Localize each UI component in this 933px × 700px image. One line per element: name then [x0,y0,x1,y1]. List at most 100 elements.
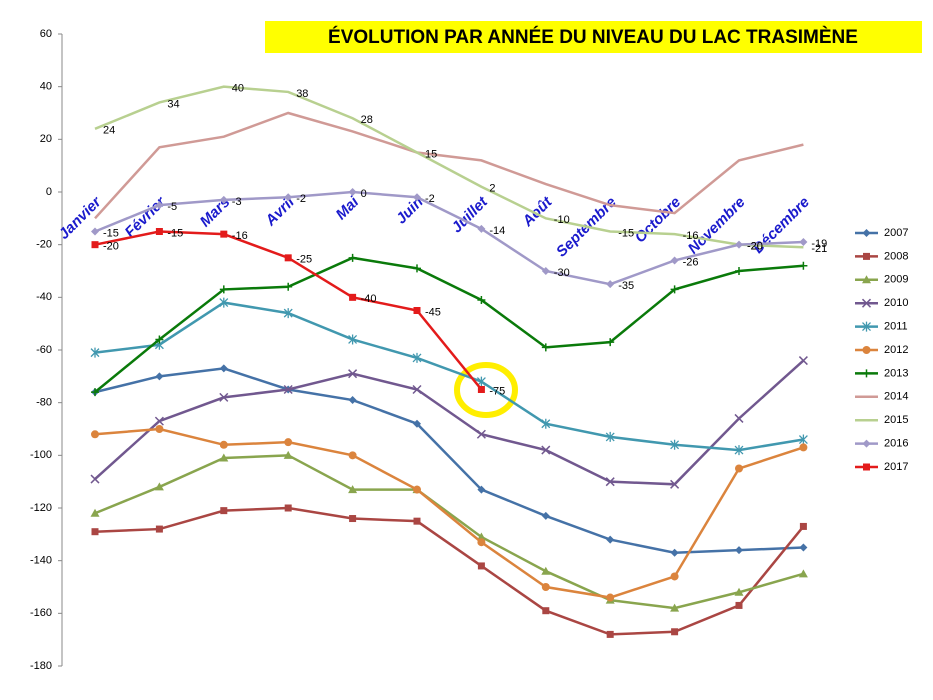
marker [541,566,551,575]
marker [90,474,100,484]
marker [799,522,807,530]
marker [476,532,486,541]
marker [862,229,871,237]
series-line [94,256,804,394]
legend-label: 2017 [884,461,908,473]
data-label: -10 [554,214,570,226]
y-tick-label: -20 [36,239,52,251]
marker [91,388,99,397]
marker [606,280,615,289]
marker [862,275,871,284]
marker [283,308,293,319]
data-label: 34 [167,98,179,110]
marker [349,293,357,301]
marker [670,479,680,489]
data-label: -5 [167,201,177,213]
marker [541,583,550,591]
data-label: -19 [811,238,827,250]
marker [155,425,164,433]
marker [348,334,358,345]
data-label: 38 [296,88,308,100]
marker [798,434,808,445]
data-label: 40 [232,83,244,95]
marker [91,241,99,249]
series-line [94,506,805,636]
y-tick-label: 20 [40,133,52,145]
marker [219,364,228,373]
series-line [94,427,804,599]
data-label: -14 [489,225,505,237]
y-tick-label: -40 [36,291,52,303]
marker [155,201,164,210]
data-label: -2 [296,193,306,205]
data-label: 28 [361,114,373,126]
marker [671,628,679,636]
marker [606,630,614,638]
marker [542,607,550,615]
marker [348,188,357,196]
marker [735,601,743,609]
marker [412,384,422,395]
legend-label: 2013 [884,367,908,379]
marker [284,438,293,447]
marker [863,463,870,471]
highlight-circle [454,362,518,418]
x-tick-label: Octobre [632,194,685,247]
marker [477,562,485,570]
marker [348,253,357,262]
marker [735,240,743,249]
marker [413,485,421,494]
data-label: 24 [103,125,115,137]
marker [283,450,293,459]
marker [734,413,744,423]
y-tick-label: 0 [46,186,52,198]
marker [284,193,293,202]
series-line [94,111,804,220]
data-label: -15 [167,227,183,239]
y-tick-label: -60 [36,344,52,356]
legend-label: 2015 [884,414,908,426]
marker [477,538,486,547]
series-line [94,367,804,555]
series-line [94,301,804,452]
chart-title: ÉVOLUTION PAR ANNÉE DU NIVEAU DU LAC TRA… [328,26,858,48]
data-label: -20 [747,241,763,253]
marker [735,267,743,275]
marker [349,515,357,523]
data-label: -35 [618,280,634,292]
data-label: -30 [554,267,570,279]
marker [348,396,357,405]
legend-label: 2016 [884,438,908,450]
data-label: -16 [232,230,248,242]
y-tick-label: -120 [30,502,52,514]
marker [799,261,808,270]
series-line [94,454,804,610]
marker [670,603,680,612]
marker [413,307,421,314]
marker [670,548,679,557]
marker [605,477,615,487]
marker [91,430,99,439]
marker [477,485,486,494]
marker [219,440,228,449]
marker [413,517,421,525]
marker [91,227,99,236]
marker [155,335,164,344]
marker [798,356,808,366]
data-label: 15 [425,148,437,160]
marker [735,546,743,555]
marker [90,347,100,358]
y-tick-label: -180 [30,660,52,672]
legend-label: 2011 [884,321,908,333]
marker [219,392,229,402]
marker [348,451,357,460]
marker [220,230,228,238]
y-tick-label: 40 [40,81,52,93]
marker [734,445,744,456]
marker [670,572,679,581]
marker [799,238,808,247]
marker [477,386,485,393]
marker [219,285,228,294]
marker [477,295,486,304]
series-line [94,359,805,486]
